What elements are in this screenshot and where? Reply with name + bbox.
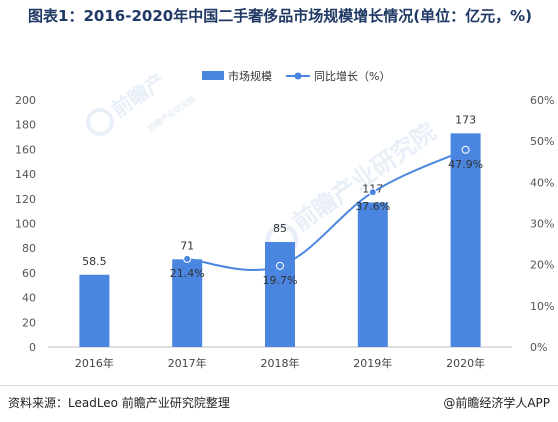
growth-rate-label: 37.6% — [355, 200, 390, 213]
footer: 资料来源：LeadLeo 前瞻产业研究院整理 @前瞻经济学人APP — [8, 394, 550, 414]
growth-rate-point — [368, 188, 377, 197]
x-axis-tick-label: 2020年 — [446, 356, 485, 370]
bar-value-label: 71 — [180, 239, 194, 252]
left-axis-tick-label: 0 — [29, 341, 36, 354]
chart-title: 图表1：2016-2020年中国二手奢侈品市场规模增长情况(单位：亿元，%) — [28, 7, 532, 25]
growth-rate-label: 47.9% — [448, 158, 483, 171]
legend-bar-label: 市场规模 — [228, 69, 272, 83]
right-axis-tick-label: 20% — [530, 259, 554, 272]
growth-rate-point — [183, 254, 192, 263]
source-note: 资料来源：LeadLeo 前瞻产业研究院整理 — [8, 396, 230, 410]
left-axis-tick-label: 20 — [22, 316, 36, 329]
bar-2017年 — [172, 259, 203, 347]
bar-2018年 — [265, 242, 295, 347]
growth-rate-point — [276, 261, 284, 270]
credit-note: @前瞻经济学人APP — [443, 396, 550, 410]
bar-2020年 — [450, 133, 481, 347]
bar-2019年 — [357, 202, 388, 347]
x-axis-tick-label: 2018年 — [261, 356, 300, 370]
left-axis-tick-label: 120 — [15, 193, 36, 206]
left-axis-tick-label: 200 — [15, 94, 36, 107]
left-axis-tick-label: 40 — [22, 292, 36, 305]
right-axis-tick-label: 0% — [530, 341, 547, 354]
left-axis-tick-label: 60 — [22, 267, 36, 280]
growth-rate-line — [187, 148, 467, 271]
growth-rate-point — [461, 145, 470, 154]
watermark-text-top: 前瞻产 — [107, 68, 170, 122]
left-axis-tick-label: 180 — [15, 119, 36, 132]
legend-bar-swatch — [202, 71, 224, 80]
footer-divider — [0, 385, 558, 386]
bar-value-label: 58.5 — [82, 255, 107, 268]
legend-line-label: 同比增长（%） — [314, 69, 390, 83]
bar-value-label: 173 — [455, 113, 476, 126]
right-axis-tick-label: 60% — [530, 94, 554, 107]
right-axis-tick-label: 30% — [530, 218, 554, 231]
watermark-logo-icon — [86, 108, 114, 136]
right-axis-tick-label: 40% — [530, 176, 554, 189]
legend-line-marker — [294, 72, 302, 80]
x-axis-tick-label: 2016年 — [75, 356, 114, 370]
right-axis-tick-label: 50% — [530, 135, 554, 148]
bar-2016年 — [79, 274, 110, 347]
left-axis-tick-label: 160 — [15, 143, 36, 156]
x-axis-tick-label: 2017年 — [168, 356, 207, 370]
right-axis-tick-label: 10% — [530, 300, 554, 313]
growth-rate-label: 21.4% — [170, 267, 205, 280]
left-axis-tick-label: 80 — [22, 242, 36, 255]
left-axis-tick-label: 100 — [15, 218, 36, 231]
x-axis-tick-label: 2019年 — [353, 356, 392, 370]
left-axis-tick-label: 140 — [15, 168, 36, 181]
growth-rate-label: 19.7% — [263, 274, 298, 287]
bar-value-label: 85 — [273, 222, 287, 235]
